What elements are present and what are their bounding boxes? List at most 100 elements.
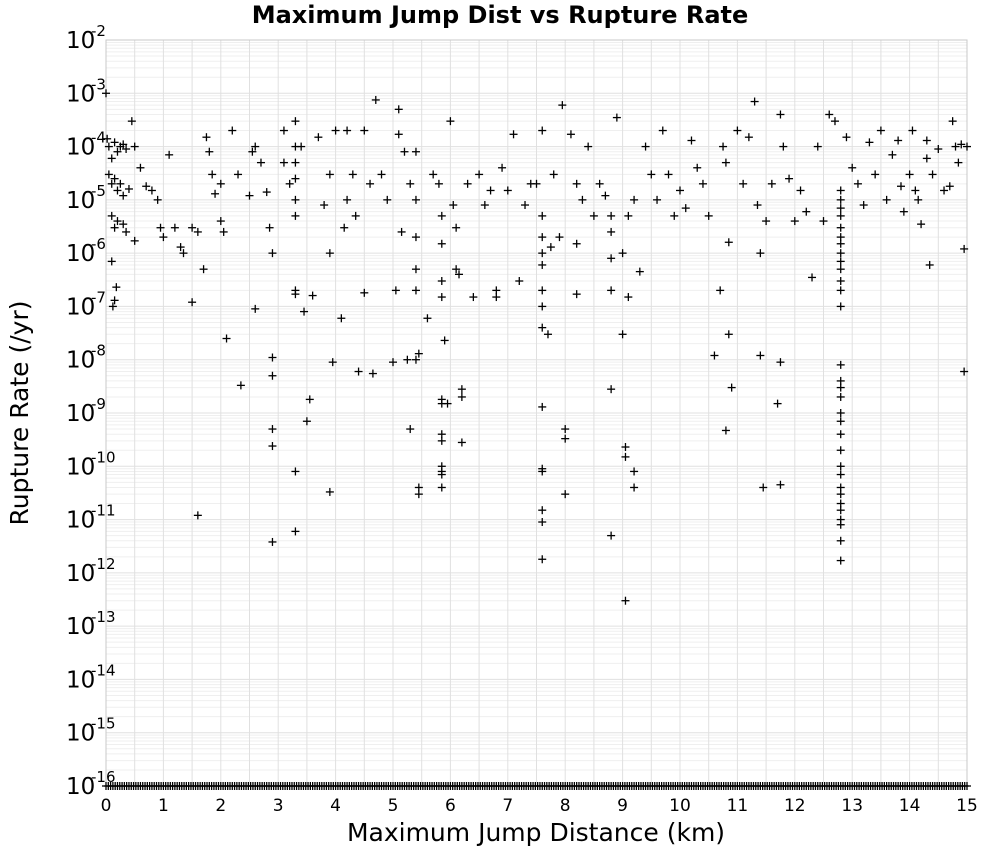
- data-point: [394, 130, 403, 139]
- data-point: [693, 163, 702, 172]
- data-point: [773, 399, 782, 408]
- floor-data-point: [963, 782, 971, 790]
- y-tick-base: 10: [66, 294, 95, 320]
- data-point: [371, 95, 380, 104]
- data-point: [193, 227, 202, 236]
- data-point: [538, 555, 547, 564]
- data-point: [457, 392, 466, 401]
- data-point: [621, 443, 630, 452]
- data-point: [925, 260, 934, 269]
- y-tick-label: 10-12: [66, 555, 116, 587]
- data-point: [452, 265, 461, 274]
- data-point: [503, 186, 512, 195]
- data-point: [475, 170, 484, 179]
- data-point: [813, 142, 822, 151]
- data-point: [836, 536, 845, 545]
- data-point: [262, 188, 271, 197]
- data-point: [268, 371, 277, 380]
- data-point: [836, 249, 845, 258]
- data-point: [555, 233, 564, 242]
- data-point: [896, 182, 905, 191]
- data-point: [251, 304, 260, 313]
- data-point: [291, 211, 300, 220]
- data-point: [538, 506, 547, 515]
- data-point: [291, 290, 300, 299]
- data-point: [762, 217, 771, 226]
- data-point: [572, 179, 581, 188]
- y-tick-label: 10-3: [66, 75, 106, 107]
- data-point: [836, 360, 845, 369]
- y-tick-base: 10: [66, 561, 95, 587]
- y-tick-labels: 10-210-310-410-510-610-710-810-910-1010-…: [66, 22, 116, 800]
- data-point: [403, 355, 412, 364]
- data-point: [704, 211, 713, 220]
- y-tick-base: 10: [66, 401, 95, 427]
- y-tick-exponent: -2: [91, 22, 106, 40]
- data-point: [279, 126, 288, 135]
- data-point: [437, 483, 446, 492]
- data-point: [515, 277, 524, 286]
- data-point: [443, 399, 452, 408]
- data-point: [561, 490, 570, 499]
- data-point: [750, 97, 759, 106]
- data-point: [446, 117, 455, 126]
- data-point: [130, 236, 139, 245]
- data-point: [538, 518, 547, 527]
- data-point: [767, 179, 776, 188]
- data-point: [268, 442, 277, 451]
- x-tick-label: 10: [669, 796, 691, 816]
- data-point: [236, 381, 245, 390]
- data-point: [630, 195, 639, 204]
- data-point: [836, 277, 845, 286]
- data-point: [208, 170, 217, 179]
- data-point: [532, 179, 541, 188]
- data-point: [107, 179, 116, 188]
- data-point: [400, 147, 409, 156]
- data-point: [710, 351, 719, 360]
- data-point: [340, 223, 349, 232]
- data-point: [836, 383, 845, 392]
- data-point: [113, 217, 122, 226]
- data-point: [176, 243, 185, 252]
- data-point: [354, 367, 363, 376]
- data-point: [948, 117, 957, 126]
- data-point: [808, 273, 817, 282]
- data-point: [756, 351, 765, 360]
- y-tick-base: 10: [66, 135, 95, 161]
- data-point: [618, 330, 627, 339]
- data-point: [561, 434, 570, 443]
- data-point: [219, 227, 228, 236]
- data-point: [325, 249, 334, 258]
- data-point: [566, 130, 575, 139]
- data-point: [216, 179, 225, 188]
- data-point: [411, 265, 420, 274]
- y-tick-label: 10-13: [66, 608, 116, 640]
- y-tick-exponent: -3: [91, 75, 106, 93]
- grid: [105, 39, 968, 787]
- data-point: [108, 302, 117, 311]
- y-tick-base: 10: [66, 348, 95, 374]
- data-point: [469, 293, 478, 302]
- data-point: [300, 307, 309, 316]
- data-point: [739, 179, 748, 188]
- y-tick-label: 10-7: [66, 288, 106, 320]
- data-point: [561, 425, 570, 434]
- data-point: [756, 249, 765, 258]
- data-point: [147, 186, 156, 195]
- data-point: [908, 126, 917, 135]
- data-point: [153, 195, 162, 204]
- data-point: [119, 220, 128, 229]
- y-tick-base: 10: [66, 614, 95, 640]
- x-tick-label: 5: [388, 796, 399, 816]
- data-point: [268, 353, 277, 362]
- data-point: [234, 170, 243, 179]
- data-point: [836, 257, 845, 266]
- data-point: [406, 425, 415, 434]
- data-point: [480, 201, 489, 210]
- data-point: [940, 186, 949, 195]
- x-tick-label: 8: [560, 796, 571, 816]
- data-point: [607, 227, 616, 236]
- data-point: [882, 195, 891, 204]
- y-axis-label: Rupture Rate (/yr): [5, 301, 34, 526]
